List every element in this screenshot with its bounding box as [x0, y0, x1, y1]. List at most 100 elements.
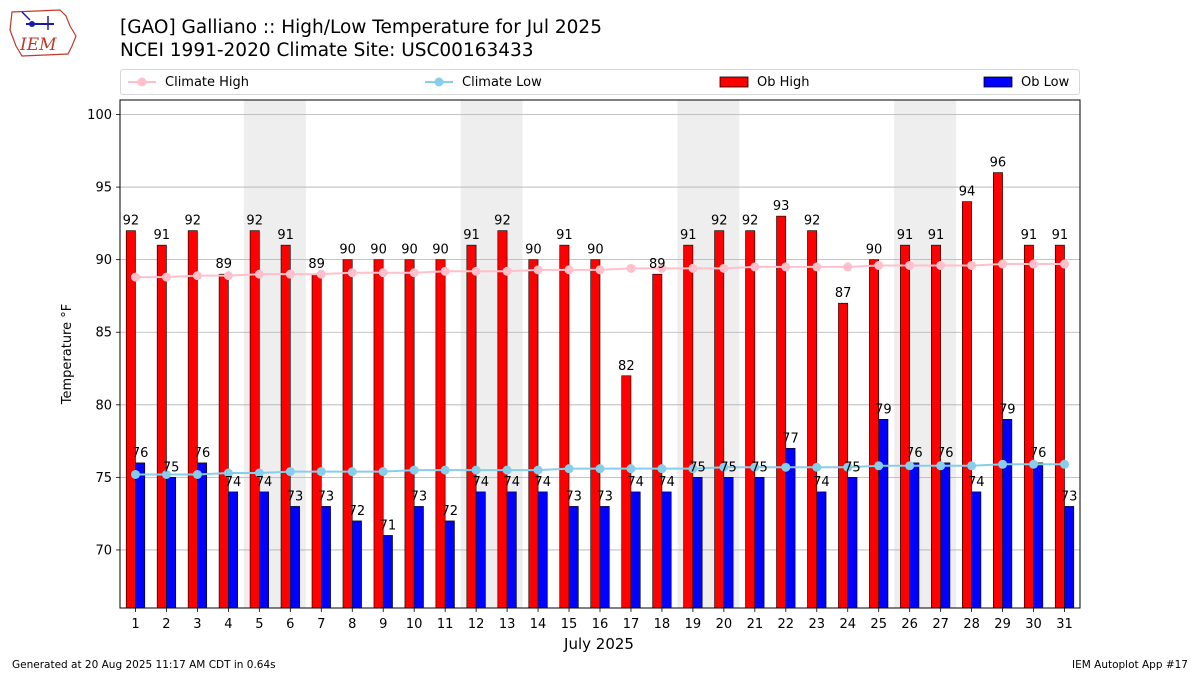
ob-high-bar [404, 259, 415, 609]
x-tick-label: 4 [224, 617, 232, 632]
ob-high-bar [900, 244, 910, 609]
ob-high-value-label: 91 [897, 228, 914, 243]
ob-high-value-label: 92 [711, 214, 728, 229]
legend-item-climate-high: Climate High [127, 70, 249, 94]
ob-high-value-label: 89 [308, 257, 325, 272]
ob-low-value-label: 74 [256, 475, 273, 490]
ob-low-value-label: 72 [349, 504, 366, 519]
ob-high-value-label: 92 [804, 214, 821, 229]
x-tick-label: 5 [255, 617, 263, 632]
climate-high-point [471, 266, 481, 276]
ob-high-value-label: 82 [618, 359, 635, 374]
x-tick-label: 9 [379, 617, 387, 632]
ob-low-bar [135, 462, 146, 609]
ob-high-bar [992, 172, 1003, 609]
ob-low-value-label: 75 [844, 460, 861, 475]
ob-low-value-label: 73 [287, 489, 304, 504]
x-tick-label: 12 [468, 617, 485, 632]
ob-low-value-label: 73 [411, 489, 428, 504]
y-tick-label: 80 [95, 398, 112, 413]
ob-low-value-label: 74 [225, 475, 242, 490]
climate-high-point [1060, 259, 1070, 269]
ob-high-bar [714, 230, 725, 609]
ob-high-bar [342, 259, 353, 609]
y-tick-label: 95 [95, 181, 112, 196]
ob-low-bar [599, 506, 610, 609]
climate-low-point [285, 467, 295, 477]
x-tick-label: 29 [994, 617, 1011, 632]
chart-legend: Climate High Climate Low Ob High Ob Low [120, 69, 1080, 95]
ob-high-bar [311, 273, 322, 609]
ob-low-bar [1033, 462, 1044, 609]
ob-low-bar [166, 477, 177, 609]
climate-high-point [905, 260, 915, 270]
app-label: IEM Autoplot App #17 [1072, 659, 1188, 671]
x-tick-label: 26 [901, 617, 918, 632]
plot-frame [119, 99, 1081, 609]
ob-high-bar [373, 259, 384, 609]
ob-low-bar [971, 491, 982, 609]
ob-high-bar [745, 230, 756, 609]
x-tick-label: 25 [870, 617, 887, 632]
ob-high-value-label: 91 [1052, 228, 1069, 243]
climate-low-point [471, 465, 481, 475]
climate-high-point [812, 262, 822, 272]
ob-high-bar [125, 230, 136, 609]
y-tick-label: 75 [95, 471, 112, 486]
ob-high-value-label: 91 [680, 228, 697, 243]
legend-label: Climate High [165, 74, 250, 90]
ob-low-bar [475, 491, 486, 609]
ob-low-bar [847, 477, 858, 609]
climate-high-point [874, 260, 884, 270]
x-tick-label: 1 [131, 617, 139, 632]
climate-high-point [285, 269, 295, 279]
climate-low-point [998, 459, 1008, 469]
ob-low-value-label: 76 [1030, 446, 1047, 461]
ob-high-bar [838, 302, 849, 609]
ob-low-bar [259, 491, 269, 609]
climate-low-point [657, 464, 667, 474]
ob-low-value-label: 76 [906, 446, 923, 461]
climate-high-point [750, 262, 760, 272]
legend-label: Climate Low [462, 74, 542, 90]
weekend-shading [460, 100, 523, 608]
ob-high-value-label: 92 [185, 214, 202, 229]
climate-high-point [781, 262, 791, 272]
ob-high-bar [807, 230, 818, 609]
climate-low-point [564, 464, 574, 474]
ob-low-value-label: 72 [442, 504, 459, 519]
climate-high-point [967, 260, 977, 270]
ob-high-value-label: 93 [773, 199, 790, 214]
x-tick-label: 17 [623, 617, 640, 632]
climate-low-point [719, 462, 729, 472]
climate-high-point [998, 259, 1008, 269]
ob-high-bar [869, 259, 880, 609]
ob-high-bar [962, 201, 972, 609]
climate-low-point [223, 468, 233, 478]
x-tick-label: 19 [685, 617, 702, 632]
climate-high-point [316, 269, 326, 279]
climate-low-point [347, 467, 357, 477]
climate-low-point [316, 467, 326, 477]
legend-label: Ob High [757, 74, 810, 90]
ob-high-bar [776, 215, 787, 609]
weekend-shading [243, 100, 306, 608]
ob-high-bar [435, 259, 446, 609]
legend-item-ob-high: Ob High [719, 70, 810, 94]
ob-high-value-label: 90 [401, 243, 418, 258]
climate-high-point [347, 268, 357, 278]
ob-high-bar [590, 259, 601, 609]
ob-high-value-label: 89 [649, 257, 666, 272]
climate-high-point [161, 272, 171, 282]
x-tick-label: 24 [839, 617, 856, 632]
ob-low-bar [692, 477, 703, 609]
x-tick-label: 27 [932, 617, 949, 632]
y-tick-label: 100 [87, 108, 112, 123]
climate-high-point [130, 272, 140, 282]
ob-high-value-label: 90 [587, 243, 604, 258]
climate-high-point [595, 265, 605, 275]
climate-high-point [254, 269, 264, 279]
x-tick-label: 22 [778, 617, 795, 632]
ob-low-bar [785, 448, 796, 609]
